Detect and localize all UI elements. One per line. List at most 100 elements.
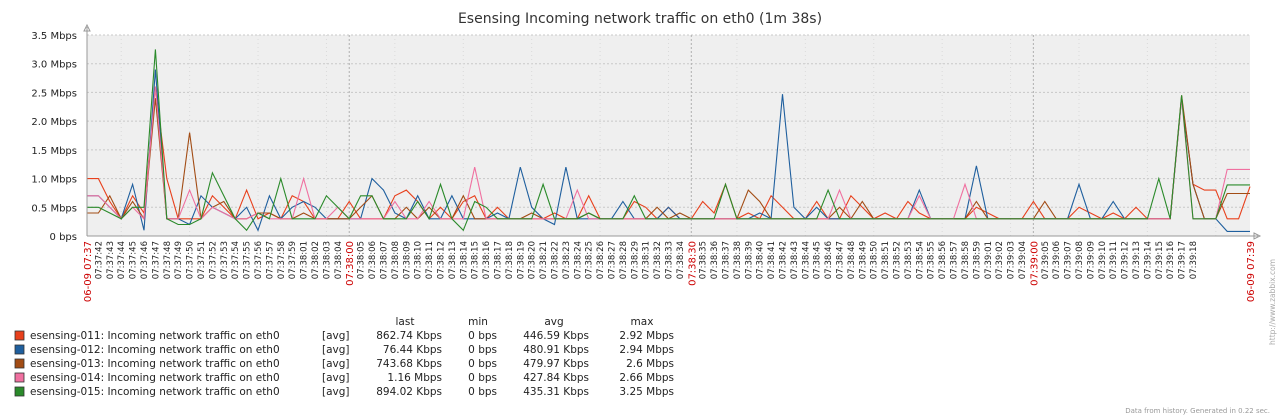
x-tick-label: 07:37:47 <box>151 241 161 279</box>
x-tick-label: 07:38:44 <box>801 241 811 279</box>
x-major-tick-label: 06-09 07:39 <box>1246 241 1257 302</box>
x-tick-label: 07:39:08 <box>1075 241 1085 279</box>
x-tick-label: 07:37:58 <box>277 241 287 279</box>
legend-series-name: esensing-015: Incoming network traffic o… <box>30 386 280 398</box>
x-tick-label: 07:37:51 <box>197 241 207 279</box>
x-tick-label: 07:37:56 <box>254 241 264 279</box>
x-tick-label: 07:38:55 <box>927 241 937 279</box>
x-tick-label: 07:38:31 <box>642 241 652 279</box>
x-tick-label: 07:37:55 <box>243 241 253 279</box>
x-tick-label: 07:38:52 <box>893 241 903 279</box>
x-axis-arrow-icon <box>1253 232 1262 240</box>
legend-max-value: 3.25 Mbps <box>619 386 674 398</box>
x-tick-label: 07:38:18 <box>505 241 515 279</box>
x-tick-label: 07:38:58 <box>961 241 971 279</box>
x-tick-label: 07:39:10 <box>1098 241 1108 279</box>
legend-min-value: 0 bps <box>468 330 497 342</box>
x-tick-label: 07:38:27 <box>607 241 617 279</box>
x-tick-label: 07:39:06 <box>1052 241 1062 279</box>
x-tick-label: 07:37:53 <box>220 241 230 279</box>
legend-last-value: 1.16 Mbps <box>387 372 442 384</box>
x-tick-label: 07:38:17 <box>493 241 503 279</box>
x-tick-label: 07:38:54 <box>915 241 925 279</box>
y-tick-label: 2.0 Mbps <box>31 117 77 128</box>
y-tick-label: 1.0 Mbps <box>31 175 77 186</box>
y-axis: 0 bps 0.5 Mbps 1.0 Mbps 1.5 Mbps 2.0 Mbps 2.5… <box>31 31 77 243</box>
legend-min-value: 0 bps <box>468 358 497 370</box>
legend-header-max: max <box>631 316 654 328</box>
legend-header-min: min <box>468 316 488 328</box>
x-tick-label: 07:37:49 <box>174 241 184 279</box>
legend-series-name: esensing-013: Incoming network traffic o… <box>30 358 280 370</box>
x-tick-label: 07:38:21 <box>539 241 549 279</box>
x-tick-label: 07:38:06 <box>368 241 378 279</box>
legend-function: [avg] <box>322 372 350 384</box>
x-tick-label: 07:38:42 <box>779 241 789 279</box>
x-tick-label: 07:38:07 <box>379 241 389 279</box>
legend-avg-value: 427.84 Kbps <box>523 372 589 384</box>
x-tick-label: 07:38:37 <box>722 241 732 279</box>
legend-min-value: 0 bps <box>468 372 497 384</box>
legend-avg-value: 435.31 Kbps <box>523 386 589 398</box>
x-tick-label: 07:37:59 <box>288 241 298 279</box>
x-tick-label: 07:38:28 <box>619 241 629 279</box>
x-tick-label: 07:38:10 <box>414 241 424 279</box>
legend-min-value: 0 bps <box>468 386 497 398</box>
legend-max-value: 2.94 Mbps <box>619 344 674 356</box>
x-tick-label: 07:39:03 <box>1007 241 1017 279</box>
x-tick-label: 07:38:22 <box>550 241 560 279</box>
x-tick-label: 07:37:46 <box>140 241 150 279</box>
x-tick-label: 07:37:43 <box>106 241 116 279</box>
legend-series-name: esensing-012: Incoming network traffic o… <box>30 344 280 356</box>
x-tick-label: 07:38:41 <box>767 241 777 279</box>
x-tick-label: 07:37:54 <box>231 241 241 279</box>
legend-max-value: 2.92 Mbps <box>619 330 674 342</box>
x-major-tick-label: 07:38:00 <box>345 241 356 286</box>
x-tick-label: 07:38:33 <box>665 241 675 279</box>
y-tick-label: 3.0 Mbps <box>31 60 77 71</box>
legend-function: [avg] <box>322 344 350 356</box>
x-tick-label: 07:37:44 <box>117 241 127 279</box>
x-tick-label: 07:38:39 <box>744 241 754 279</box>
legend-last-value: 743.68 Kbps <box>376 358 442 370</box>
legend-min-value: 0 bps <box>468 344 497 356</box>
x-tick-label: 07:39:01 <box>984 241 994 279</box>
y-tick-label: 1.5 Mbps <box>31 146 77 157</box>
x-tick-label: 07:38:24 <box>573 241 583 279</box>
x-tick-label: 07:38:57 <box>950 241 960 279</box>
x-tick-label: 07:38:49 <box>858 241 868 279</box>
legend-avg-value: 480.91 Kbps <box>523 344 589 356</box>
x-tick-label: 07:39:12 <box>1121 241 1131 279</box>
x-tick-label: 07:38:46 <box>824 241 834 279</box>
legend-avg-value: 479.97 Kbps <box>523 358 589 370</box>
zabbix-watermark: http://www.zabbix.com <box>1268 259 1277 345</box>
x-tick-label: 07:38:53 <box>904 241 914 279</box>
x-tick-label: 07:38:43 <box>790 241 800 279</box>
x-tick-label: 07:38:08 <box>391 241 401 279</box>
x-tick-label: 07:38:56 <box>938 241 948 279</box>
x-tick-label: 07:39:14 <box>1143 241 1153 279</box>
x-tick-label: 07:38:32 <box>653 241 663 279</box>
grid-lines <box>87 34 1250 236</box>
legend-swatch <box>14 330 25 341</box>
legend-swatch <box>14 372 25 383</box>
legend-last-value: 76.44 Kbps <box>383 344 442 356</box>
x-tick-label: 07:38:51 <box>881 241 891 279</box>
x-tick-label: 07:38:14 <box>459 241 469 279</box>
x-tick-label: 07:38:34 <box>676 241 686 279</box>
x-tick-label: 07:38:03 <box>322 241 332 279</box>
x-tick-label: 07:37:57 <box>265 241 275 279</box>
x-tick-label: 07:37:42 <box>94 241 104 279</box>
x-tick-label: 07:38:47 <box>836 241 846 279</box>
x-tick-label: 07:39:13 <box>1132 241 1142 279</box>
x-tick-label: 07:38:02 <box>311 241 321 279</box>
x-tick-label: 07:38:35 <box>699 241 709 279</box>
x-tick-label: 07:38:19 <box>516 241 526 279</box>
x-axis: 07:37:42 07:37:43 07:37:44 07:37:45 07:37:46… <box>83 241 1257 302</box>
x-tick-label: 07:38:04 <box>334 241 344 279</box>
x-tick-label: 07:39:18 <box>1189 241 1199 279</box>
legend-last-value: 862.74 Kbps <box>376 330 442 342</box>
x-major-tick-label: 07:39:00 <box>1029 241 1040 286</box>
x-tick-label: 07:39:07 <box>1064 241 1074 279</box>
